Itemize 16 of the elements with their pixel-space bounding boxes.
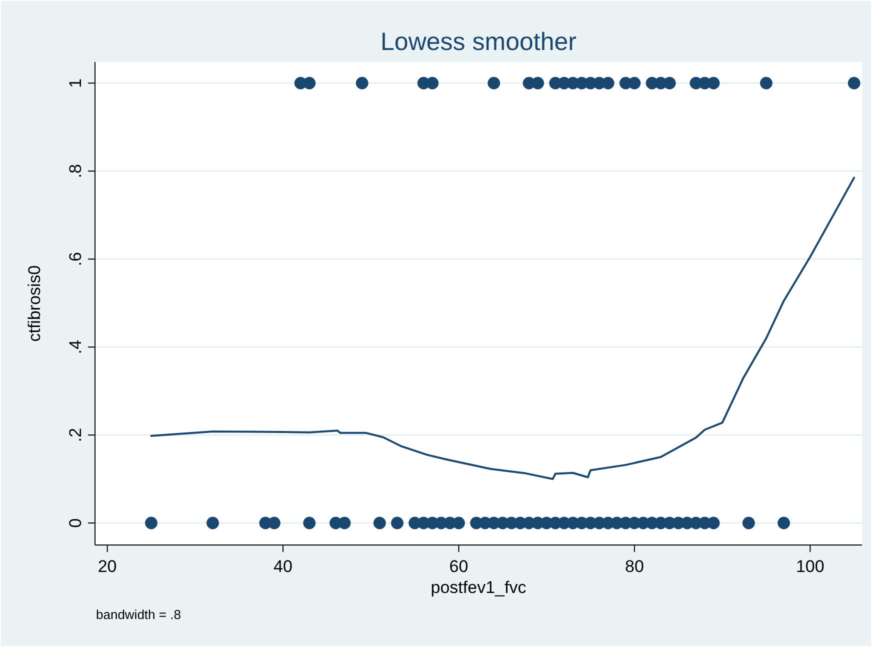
x-tick-label: 100	[796, 557, 824, 576]
x-tick-label: 40	[274, 557, 292, 576]
chart-title: Lowess smoother	[380, 28, 576, 56]
y-tick-label: 1	[66, 78, 85, 88]
x-axis-title: postfev1_fvc	[430, 578, 527, 597]
line-series	[150, 176, 856, 480]
x-tick-label: 20	[98, 557, 117, 576]
y-axis-title: ctfibrosis0	[25, 265, 44, 342]
x-tick-label: 80	[624, 557, 644, 576]
y-tick-label: .2	[66, 428, 85, 442]
y-tick-label: .4	[66, 340, 85, 354]
text: bandwidth = .8	[96, 607, 181, 622]
y-tick-label: 0	[66, 518, 85, 528]
y-tick-label: .8	[66, 164, 85, 178]
x-tick-label: 60	[449, 557, 468, 576]
y-tick-label: .6	[66, 252, 85, 266]
